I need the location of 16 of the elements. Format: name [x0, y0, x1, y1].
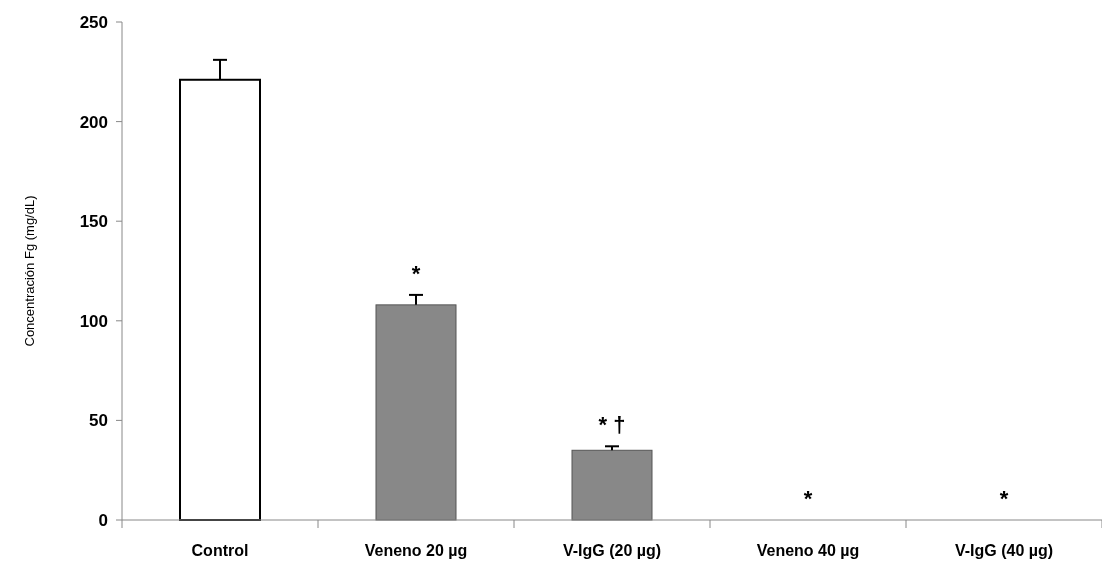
annotation: *	[999, 486, 1009, 511]
x-tick-label: V-IgG (20 µg)	[562, 542, 662, 559]
y-tick-label: 0	[98, 510, 108, 530]
y-tick-label: 250	[79, 12, 108, 32]
annotation: *	[411, 260, 421, 286]
y-tick-label: 200	[79, 112, 108, 132]
x-tick-label: V-IgG (40 µg)	[954, 542, 1054, 559]
x-tick-label: Veneno 20 µg	[364, 542, 468, 559]
y-tick-label: 50	[89, 411, 108, 431]
annotation: *	[803, 486, 813, 511]
y-tick-label: 150	[79, 212, 108, 232]
x-tick-label: Veneno 40 µg	[756, 542, 860, 559]
y-tick-label: 100	[79, 311, 108, 331]
y-axis-title: Concentración Fg (mg/dL)	[22, 195, 37, 347]
x-tick-label: Control	[191, 542, 249, 559]
annotation: * †	[598, 412, 626, 438]
